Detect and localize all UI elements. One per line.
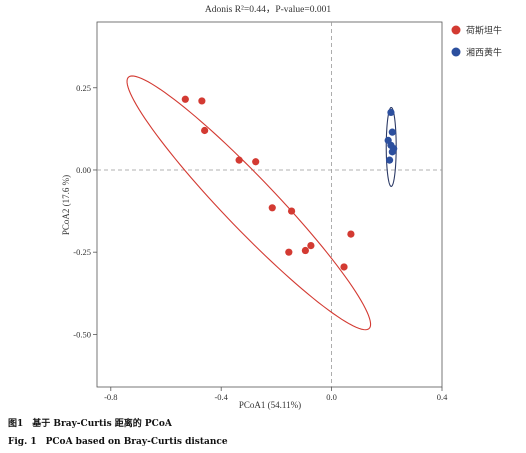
data-point-series-1 (285, 248, 293, 256)
pcoa-chart: Adonis R²=0.44，P-value=0.001 -0.8 -0.4 0.0… (61, 5, 502, 410)
data-point-series-2 (388, 148, 396, 156)
x-tick-label: -0.4 (214, 392, 228, 402)
chart-title: Adonis R²=0.44，P-value=0.001 (205, 5, 331, 15)
ellipse-series-1 (126, 75, 372, 331)
data-point-series-1 (268, 204, 276, 212)
reference-lines (97, 22, 442, 387)
x-axis-label: PCoA1 (54.11%) (239, 400, 301, 410)
y-tick-label: -0.50 (73, 329, 91, 339)
data-point-series-1 (201, 126, 209, 135)
data-point-series-2 (387, 108, 395, 117)
data-point-series-1 (347, 230, 355, 238)
x-axis-ticks: -0.8 -0.4 0.0 0.4 (104, 387, 448, 402)
y-tick-label: 0.00 (76, 165, 91, 175)
figure-caption-english: Fig. 1 PCoA based on Bray-Curtis distanc… (8, 437, 228, 447)
data-point-series-1 (301, 246, 309, 255)
legend-label-series-1: 荷斯坦牛 (466, 25, 502, 37)
legend-label-series-2: 湘西黄牛 (466, 47, 502, 59)
y-tick-label: -0.25 (73, 247, 91, 257)
data-point-series-1 (252, 158, 260, 166)
data-point-series-1 (340, 263, 348, 271)
x-tick-label: -0.8 (104, 392, 117, 402)
y-axis-ticks: -0.50 -0.25 0.00 0.25 (73, 83, 97, 339)
figure-caption-chinese: 图1 基于 Bray-Curtis 距离的 PCoA (8, 419, 172, 429)
plot-frame (96, 21, 443, 388)
data-point-series-1 (235, 156, 243, 164)
data-point-series-1 (307, 242, 315, 250)
confidence-ellipses (126, 75, 397, 331)
x-tick-label: 0.4 (437, 392, 448, 402)
data-point-series-1 (287, 207, 296, 215)
data-point-series-1 (181, 95, 189, 103)
x-tick-label: 0.0 (326, 392, 337, 402)
y-tick-label: 0.25 (76, 83, 91, 93)
legend-swatch-series-2 (451, 47, 461, 57)
data-point-series-2 (385, 156, 394, 164)
data-point-series-2 (388, 128, 396, 136)
y-axis-label: PCoA2 (17.6 %) (61, 175, 71, 235)
legend-swatch-series-1 (451, 25, 461, 35)
data-points (181, 95, 398, 271)
data-point-series-1 (198, 97, 206, 105)
